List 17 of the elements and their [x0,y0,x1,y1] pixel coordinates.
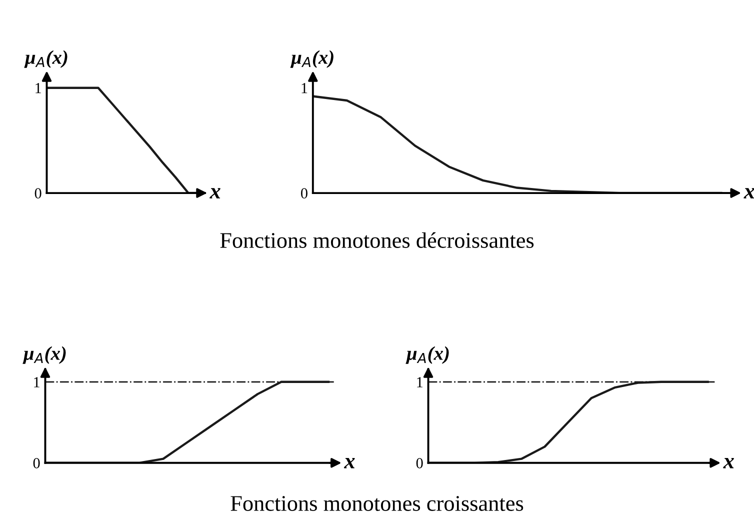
y-tick-label: 0 [33,458,40,468]
x-axis-title: x [344,458,355,468]
y-tick-label: 1 [34,377,40,388]
x-axis-title: x [723,458,734,468]
y-axis-title: μ$_{A}$(x) [406,346,449,364]
text: Fonctions monotones croissantes [230,496,524,511]
y-tick-label: 1 [302,83,308,94]
y-tick-label: 0 [300,188,308,198]
y-tick-label: 0 [34,188,42,198]
y-axis-title: μ$_{A}$(x) [290,50,334,68]
y-tick-label: 1 [36,83,41,94]
y-tick-label: 1 [417,377,422,388]
y-axis-title: μ$_{A}$(x) [22,346,66,364]
text: Fonctions monotones décroissantes [220,232,534,248]
y-axis-title: μ$_{A}$(x) [24,50,68,68]
x-axis-title: x [210,188,220,198]
y-tick-label: 0 [416,458,423,468]
